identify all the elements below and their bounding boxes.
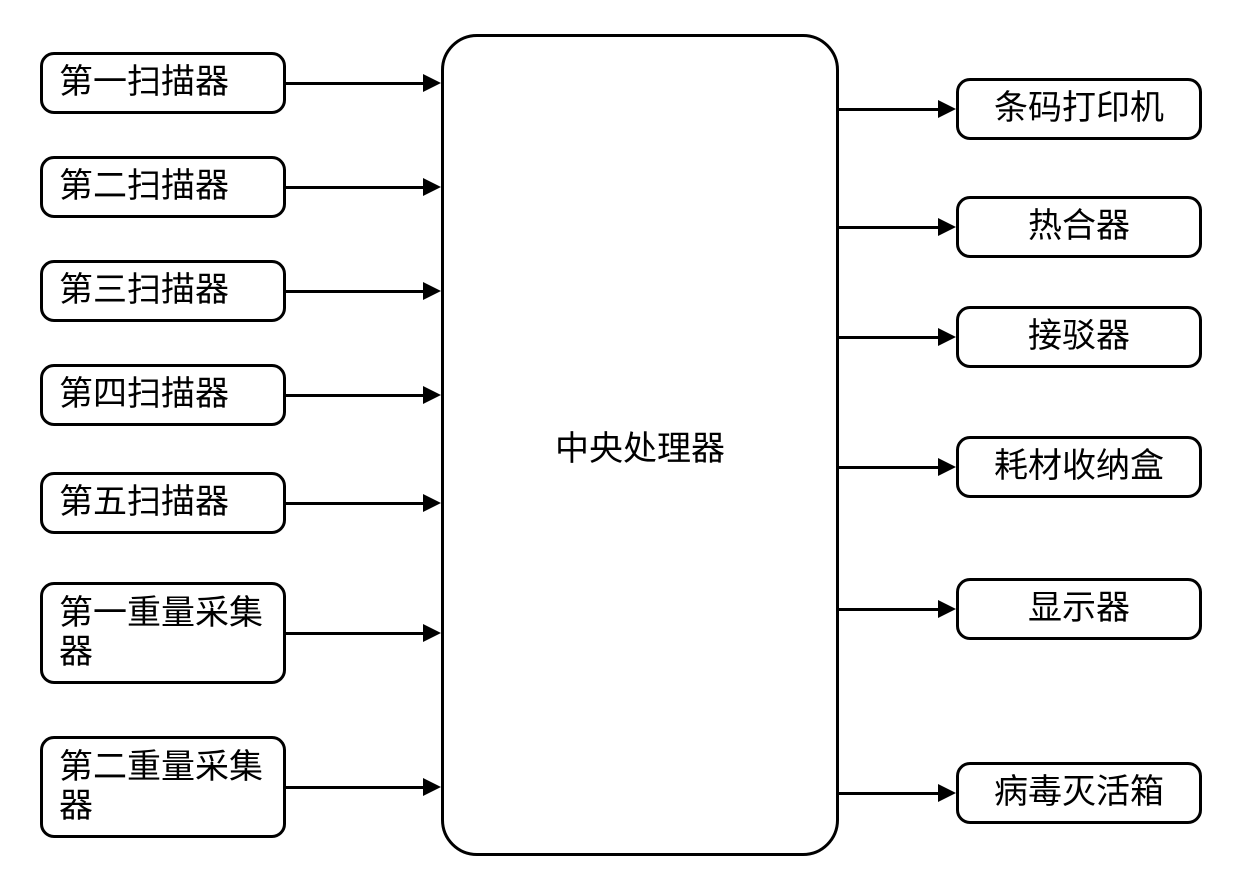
printer-label: 条码打印机	[994, 89, 1164, 128]
arrow-out-5-line	[839, 608, 938, 611]
heatseal-label: 热合器	[1028, 207, 1130, 246]
arrow-in-6-head	[423, 624, 441, 642]
scanner3-label: 第三扫描器	[59, 271, 229, 310]
arrow-in-7-line	[286, 786, 423, 789]
arrow-in-2-line	[286, 186, 423, 189]
arrow-out-1-line	[839, 108, 938, 111]
scanner4-box: 第四扫描器	[40, 364, 286, 426]
arrow-out-1-head	[938, 100, 956, 118]
arrow-in-5-line	[286, 502, 423, 505]
docking-box: 接驳器	[956, 306, 1202, 368]
printer-box: 条码打印机	[956, 78, 1202, 140]
display-box: 显示器	[956, 578, 1202, 640]
arrow-in-5-head	[423, 494, 441, 512]
arrow-out-2-line	[839, 226, 938, 229]
arrow-in-7-head	[423, 778, 441, 796]
arrow-out-6-line	[839, 792, 938, 795]
weight2-label: 第二重量采集器	[59, 748, 269, 826]
virusbox-box: 病毒灭活箱	[956, 762, 1202, 824]
arrow-in-2-head	[423, 178, 441, 196]
arrow-out-4-line	[839, 466, 938, 469]
central-processor-label: 中央处理器	[555, 421, 725, 470]
arrow-in-4-line	[286, 394, 423, 397]
docking-label: 接驳器	[1028, 317, 1130, 356]
arrow-in-6-line	[286, 632, 423, 635]
scanner1-label: 第一扫描器	[59, 63, 229, 102]
weight1-label: 第一重量采集器	[59, 594, 269, 672]
arrow-in-1-line	[286, 82, 423, 85]
scanner5-label: 第五扫描器	[59, 483, 229, 522]
arrow-out-4-head	[938, 458, 956, 476]
arrow-out-6-head	[938, 784, 956, 802]
system-diagram: 中央处理器 第一扫描器 第二扫描器 第三扫描器 第四扫描器 第五扫描器 第一重量…	[0, 0, 1240, 891]
scanner2-label: 第二扫描器	[59, 167, 229, 206]
arrow-out-2-head	[938, 218, 956, 236]
arrow-in-3-head	[423, 282, 441, 300]
arrow-in-3-line	[286, 290, 423, 293]
arrow-out-3-head	[938, 328, 956, 346]
scanner4-label: 第四扫描器	[59, 375, 229, 414]
storage-label: 耗材收纳盒	[994, 447, 1164, 486]
virusbox-label: 病毒灭活箱	[994, 773, 1164, 812]
weight2-box: 第二重量采集器	[40, 736, 286, 838]
scanner5-box: 第五扫描器	[40, 472, 286, 534]
arrow-out-5-head	[938, 600, 956, 618]
arrow-in-4-head	[423, 386, 441, 404]
weight1-box: 第一重量采集器	[40, 582, 286, 684]
scanner2-box: 第二扫描器	[40, 156, 286, 218]
arrow-in-1-head	[423, 74, 441, 92]
display-label: 显示器	[1028, 589, 1130, 628]
arrow-out-3-line	[839, 336, 938, 339]
heatseal-box: 热合器	[956, 196, 1202, 258]
storage-box: 耗材收纳盒	[956, 436, 1202, 498]
central-processor-box: 中央处理器	[441, 34, 839, 856]
scanner3-box: 第三扫描器	[40, 260, 286, 322]
scanner1-box: 第一扫描器	[40, 52, 286, 114]
